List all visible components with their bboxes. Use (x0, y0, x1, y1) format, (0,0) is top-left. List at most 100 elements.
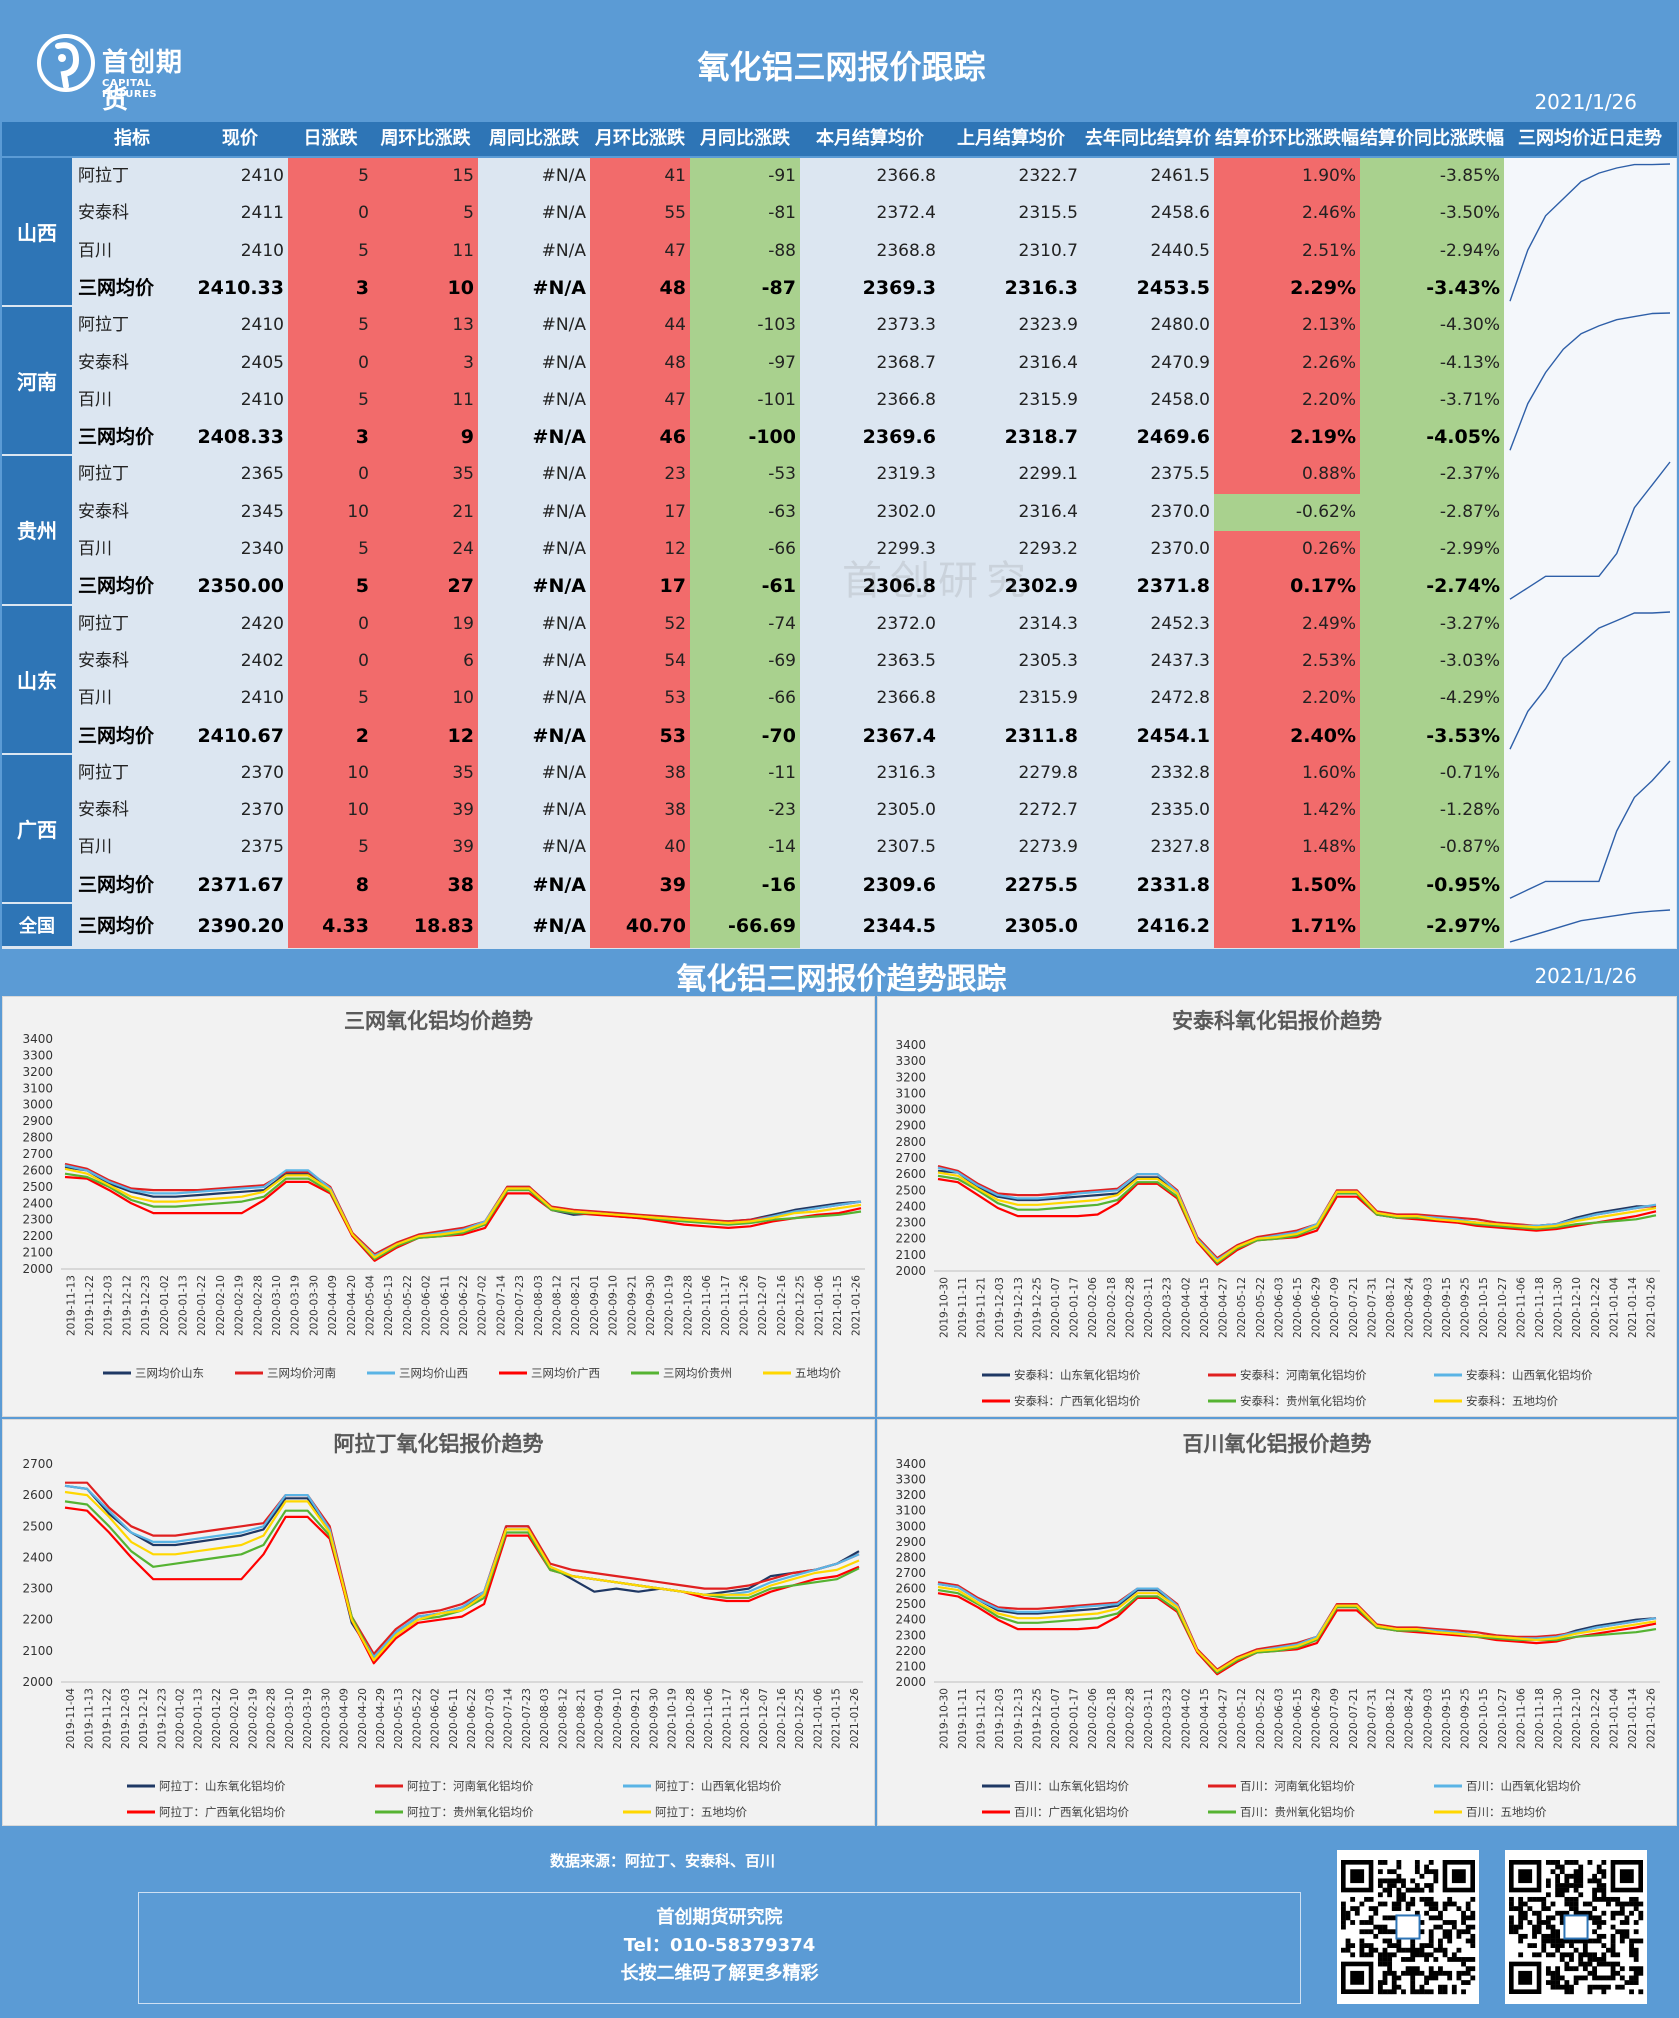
qr-module (1428, 1887, 1434, 1893)
qr-module (1438, 1915, 1443, 1921)
qr-module (1405, 1957, 1411, 1962)
table-cell: 安泰科 (78, 650, 129, 671)
province-label: 河南 (2, 307, 72, 457)
qr-module (1578, 1878, 1584, 1884)
y-tick-label: 2900 (22, 1114, 53, 1128)
qr-module (1405, 1966, 1411, 1972)
sparkline-line (1509, 760, 1671, 899)
qr-code-2[interactable] (1505, 1850, 1647, 2004)
table-cell: 安泰科 (78, 203, 129, 224)
x-tick-label: 2020-03-30 (320, 1688, 332, 1749)
table-cell: 2305.3 (1018, 650, 1078, 671)
qr-module (1545, 1878, 1551, 1884)
qr-module (1456, 1933, 1462, 1939)
y-tick-label: 2300 (895, 1216, 926, 1230)
x-tick-label: 2020-09-25 (1460, 1277, 1472, 1338)
qr-module (1405, 1970, 1411, 1976)
qr-module (1536, 1920, 1542, 1925)
legend-label: 安泰科：广西氧化铝均价 (1014, 1394, 1141, 1408)
qr-module (1359, 1943, 1365, 1948)
sparkline-line (1509, 312, 1671, 451)
x-tick-label: 2020-09-10 (608, 1275, 620, 1336)
qr-module (1401, 1896, 1406, 1902)
qr-module (1424, 1883, 1429, 1888)
table-cell: 2.51% (1214, 232, 1360, 271)
x-tick-label: 2020-04-02 (1180, 1688, 1192, 1749)
qr-module (1377, 1929, 1383, 1935)
qr-module (1555, 1933, 1561, 1939)
qr-module (1451, 1924, 1457, 1930)
qr-module (1569, 1906, 1574, 1912)
qr-module (1587, 1957, 1593, 1962)
qr-module (1592, 1975, 1597, 1981)
table-cell: 2.20% (1214, 680, 1360, 718)
sparkline-line (1509, 163, 1671, 302)
qr-module (1345, 1938, 1351, 1944)
average-cell: 2410.67 (197, 724, 284, 747)
table-cell: 13 (373, 307, 478, 345)
qr-module (1601, 1984, 1607, 1990)
table-cell: 阿拉丁 (78, 315, 129, 336)
qr-code-1[interactable] (1337, 1850, 1479, 2004)
qr-module (1550, 1975, 1556, 1981)
qr-module (1424, 1989, 1429, 1995)
qr-module (1596, 1938, 1602, 1944)
y-tick-label: 2100 (895, 1659, 926, 1673)
x-tick-label: 2020-08-12 (551, 1275, 563, 1336)
qr-module (1555, 1864, 1561, 1870)
data-source: 数据来源：阿拉丁、安泰科、百川 (550, 1852, 776, 1870)
table-cell: 2420 (240, 613, 284, 634)
x-tick-label: 2020-05-22 (402, 1275, 414, 1336)
table-cell: 2370 (240, 800, 284, 821)
qr-module (1615, 1910, 1621, 1916)
table-cell: 2373.3 (876, 315, 936, 336)
average-cell: -61 (690, 568, 800, 607)
table-cell: 10 (288, 754, 373, 793)
table-cell: 39 (373, 792, 478, 830)
qr-module (1555, 1887, 1561, 1893)
qr-module (1573, 1873, 1579, 1879)
sparkline-svg (1509, 760, 1671, 899)
series-line (937, 1171, 1657, 1263)
qr-module (1419, 1989, 1425, 1995)
table-cell: 2279.8 (1018, 762, 1078, 783)
qr-module (1555, 1892, 1561, 1898)
qr-module (1573, 1878, 1579, 1884)
qr-module (1341, 1915, 1346, 1921)
qr-module (1550, 1980, 1556, 1985)
x-tick-label: 2020-02-28 (1124, 1277, 1136, 1338)
x-tick-label: 2020-06-29 (1311, 1688, 1323, 1749)
qr-module (1387, 1883, 1393, 1888)
qr-module (1401, 1989, 1406, 1995)
table-cell: -1.28% (1360, 792, 1504, 830)
qr-module (1550, 1924, 1556, 1930)
national-cell: #N/A (532, 915, 586, 937)
average-cell: 2367.4 (862, 724, 936, 747)
table-cell: -4.13% (1360, 344, 1504, 383)
qr-module (1387, 1915, 1393, 1921)
qr-module (1610, 1938, 1616, 1944)
series-line (937, 1177, 1657, 1266)
table-cell: 2366.8 (876, 389, 936, 410)
qr-module (1545, 1970, 1551, 1976)
qr-module (1391, 1915, 1397, 1921)
header: 首创期货 CAPITAL FUTURES 氧化铝三网报价跟踪 2021/1/26 (2, 2, 1677, 120)
table-cell: -88 (690, 232, 800, 271)
qr-finder (1518, 1970, 1533, 1985)
qr-module (1414, 1860, 1420, 1865)
x-tick-label: 2020-01-17 (1069, 1688, 1081, 1749)
y-tick-label: 2000 (895, 1264, 926, 1278)
legend-label: 百川：山西氧化铝均价 (1466, 1779, 1581, 1793)
qr-module (1419, 1873, 1425, 1879)
x-tick-label: 2020-04-27 (1218, 1277, 1230, 1338)
average-cell: 2331.8 (1136, 873, 1210, 896)
qr-module (1596, 1975, 1602, 1981)
table-cell: #N/A (541, 464, 586, 485)
table-cell: 2368.7 (876, 352, 936, 373)
y-tick-label: 2600 (22, 1488, 53, 1502)
x-tick-label: 2020-07-21 (1348, 1277, 1360, 1338)
qr-module (1391, 1975, 1397, 1981)
table-cell: #N/A (541, 315, 586, 336)
qr-module (1541, 1933, 1547, 1939)
table-cell: 2293.2 (1018, 539, 1078, 559)
